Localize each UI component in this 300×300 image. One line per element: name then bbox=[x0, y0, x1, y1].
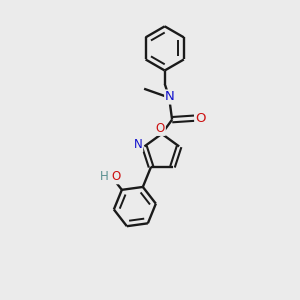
Text: O: O bbox=[111, 170, 121, 183]
Text: N: N bbox=[134, 138, 142, 152]
Text: O: O bbox=[195, 112, 206, 125]
Text: N: N bbox=[165, 91, 175, 103]
Text: O: O bbox=[156, 122, 165, 135]
Text: H: H bbox=[100, 170, 109, 183]
